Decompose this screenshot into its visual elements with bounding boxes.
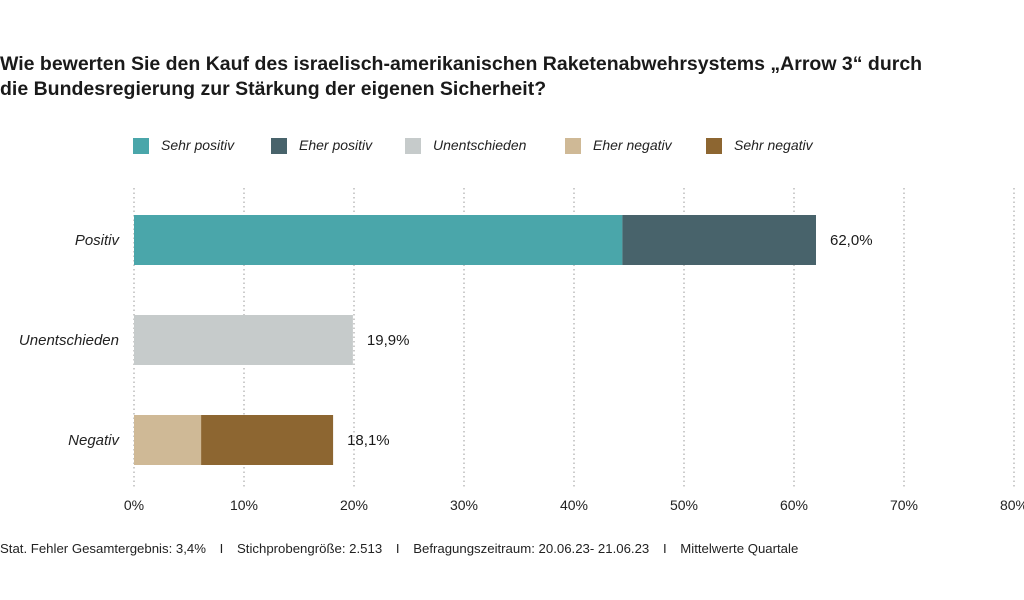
x-tick-label-30: 30% — [450, 497, 478, 513]
legend-swatch-eher-positiv — [271, 138, 287, 154]
x-tick-label-60: 60% — [780, 497, 808, 513]
bar-negativ-eher-negativ — [134, 415, 202, 465]
x-tick-label-10: 10% — [230, 497, 258, 513]
chart-title-line-1: Wie bewerten Sie den Kauf des israelisch… — [0, 53, 923, 75]
legend-label-sehr-negativ: Sehr negativ — [734, 137, 813, 153]
bar-positiv-eher-positiv — [622, 215, 816, 265]
legend-label-eher-positiv: Eher positiv — [299, 137, 373, 153]
footer-separator: I — [395, 541, 400, 556]
legend-label-unentschieden: Unentschieden — [433, 137, 527, 153]
footer-sample-size: Stichprobengröße: 2.513 — [237, 541, 383, 556]
legend-swatch-sehr-negativ — [706, 138, 722, 154]
category-label-unentschieden: Unentschieden — [19, 332, 119, 349]
footer-error: Stat. Fehler Gesamtergebnis: 3,4% — [0, 541, 206, 556]
x-tick-label-0: 0% — [124, 497, 144, 513]
legend-label-eher-negativ: Eher negativ — [593, 137, 672, 153]
value-label-negativ: 18,1% — [347, 432, 390, 449]
footer-method: Mittelwerte Quartale — [680, 541, 799, 556]
legend-label-sehr-positiv: Sehr positiv — [161, 137, 235, 153]
category-label-positiv: Positiv — [75, 232, 121, 249]
category-label-negativ: Negativ — [68, 432, 120, 449]
footer-notes: Stat. Fehler Gesamtergebnis: 3,4% I Stic… — [0, 541, 798, 556]
x-tick-label-50: 50% — [670, 497, 698, 513]
legend-swatch-eher-negativ — [565, 138, 581, 154]
x-tick-label-20: 20% — [340, 497, 368, 513]
value-label-positiv: 62,0% — [830, 232, 873, 249]
legend-swatch-sehr-positiv — [133, 138, 149, 154]
value-label-unentschieden: 19,9% — [367, 332, 410, 349]
x-tick-label-70: 70% — [890, 497, 918, 513]
bar-negativ-sehr-negativ — [201, 415, 334, 465]
chart-title-line-2: die Bundesregierung zur Stärkung der eig… — [0, 78, 547, 100]
chart-title: Wie bewerten Sie den Kauf des israelisch… — [0, 52, 1010, 102]
footer-separator: I — [219, 541, 224, 556]
x-tick-label-80: 80% — [1000, 497, 1024, 513]
bar-positiv-sehr-positiv — [134, 215, 623, 265]
legend-swatch-unentschieden — [405, 138, 421, 154]
x-tick-label-40: 40% — [560, 497, 588, 513]
footer-separator: I — [662, 541, 667, 556]
footer-survey-period: Befragungszeitraum: 20.06.23- 21.06.23 — [413, 541, 650, 556]
bar-unentschieden-unentschieden — [134, 315, 353, 365]
